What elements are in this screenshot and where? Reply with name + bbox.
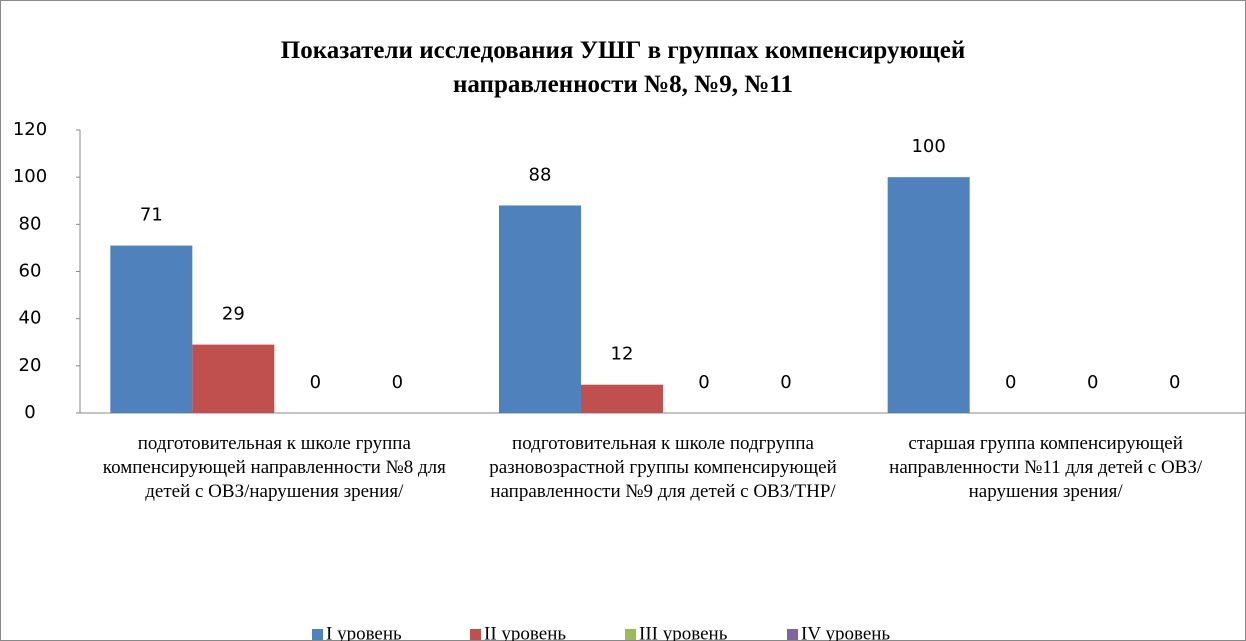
data-label: 0 (1005, 372, 1016, 393)
bar (110, 245, 193, 413)
legend-label: I уровень (326, 623, 402, 641)
data-label: 0 (1087, 372, 1098, 393)
data-label: 12 (611, 344, 634, 365)
data-label: 100 (911, 136, 945, 157)
y-tick-label: 100 (13, 166, 47, 187)
y-tick-label: 60 (19, 261, 42, 282)
data-label: 88 (529, 164, 552, 185)
y-tick-label: 0 (24, 402, 35, 423)
y-tick-label: 20 (19, 355, 42, 376)
y-tick-label: 120 (13, 119, 47, 140)
x-tick-label: подготовительная к школе подгруппа разно… (489, 433, 837, 502)
y-tick-label: 40 (19, 308, 42, 329)
legend-swatch (787, 629, 798, 640)
legend-swatch (312, 629, 323, 640)
legend-label: III уровень (639, 623, 728, 641)
bar (887, 177, 970, 413)
bar (581, 384, 663, 413)
y-tick-label: 80 (19, 213, 42, 234)
data-label: 0 (392, 372, 403, 393)
data-label: 71 (140, 205, 163, 226)
data-label: 0 (698, 372, 709, 393)
legend-label: II уровень (484, 623, 566, 641)
legend-swatch (625, 629, 636, 640)
bar (499, 205, 581, 413)
x-tick-label: старшая группа компенсирующей направленн… (889, 433, 1203, 502)
data-label: 29 (222, 304, 245, 325)
legend-label: IV уровень (801, 623, 890, 641)
bar (192, 344, 275, 413)
data-label: 0 (1169, 372, 1180, 393)
chart-title: Показатели исследования УШГ в группах ко… (280, 37, 966, 98)
legend-swatch (470, 629, 481, 640)
x-tick-label: подготовительная к школе группа компенси… (102, 433, 446, 502)
data-label: 0 (780, 372, 791, 393)
data-label: 0 (310, 372, 321, 393)
